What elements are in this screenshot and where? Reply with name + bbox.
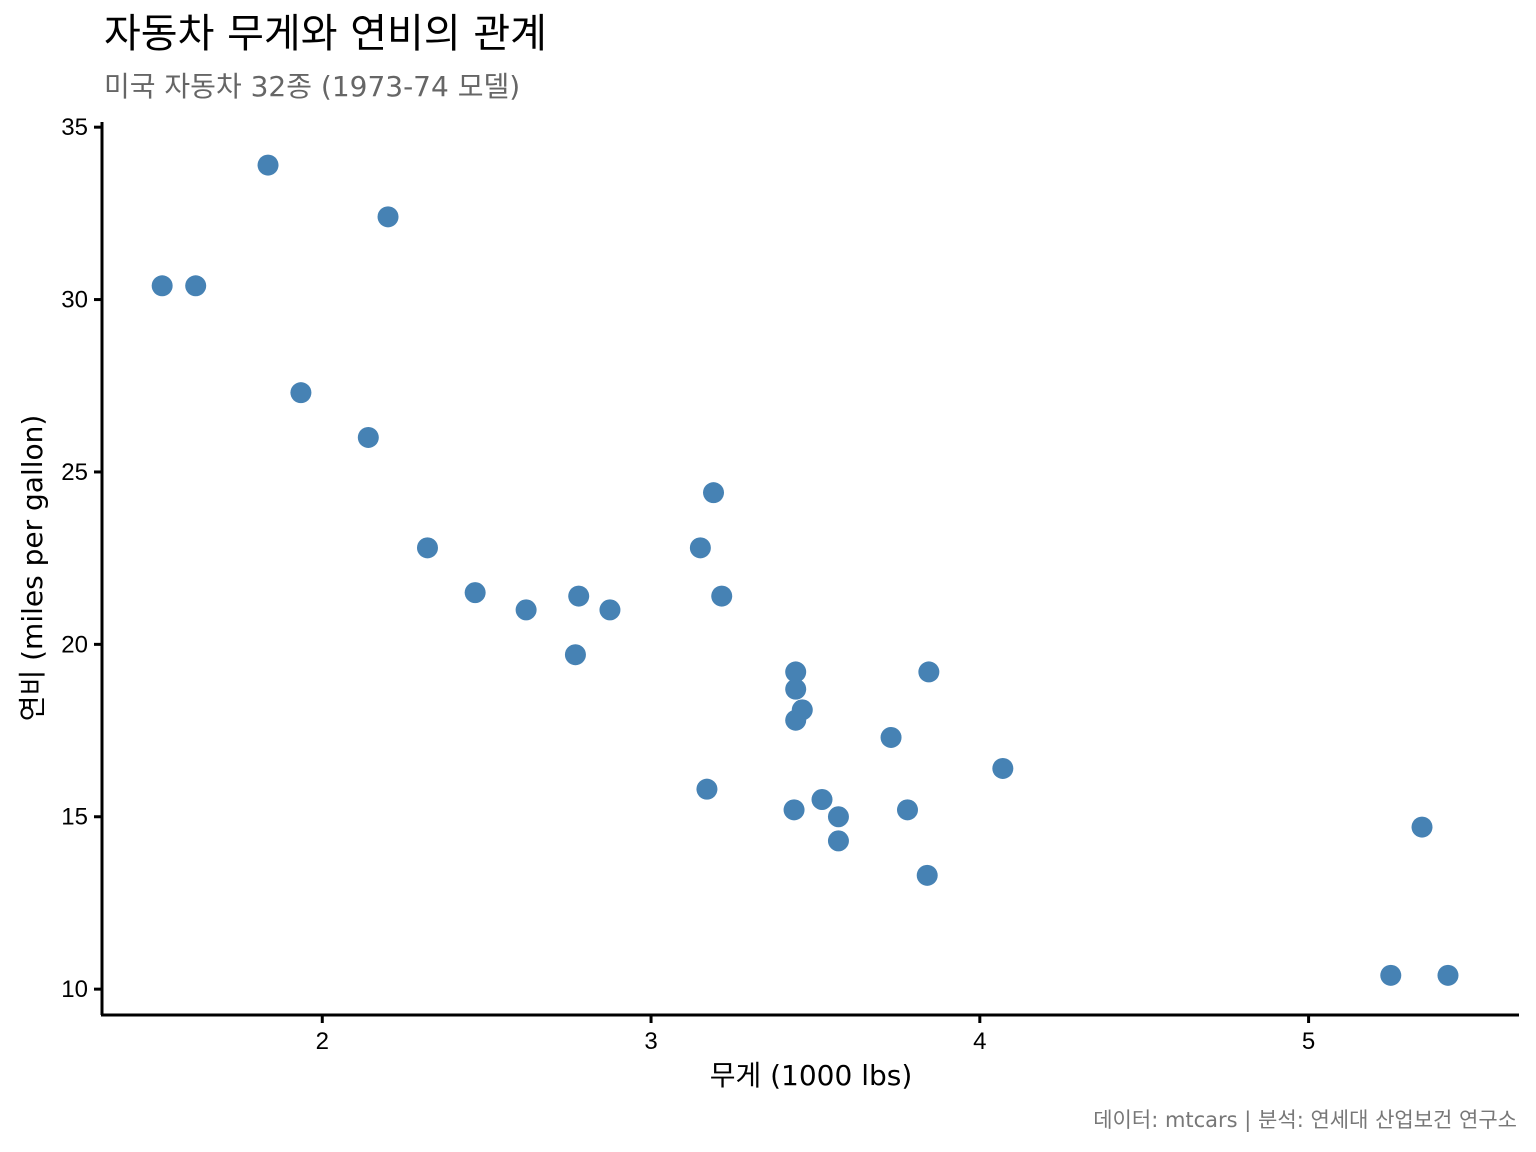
data-point xyxy=(257,154,279,176)
x-tick-label: 4 xyxy=(973,1028,986,1055)
data-point xyxy=(785,709,807,731)
data-point xyxy=(377,206,399,228)
data-point xyxy=(703,482,725,504)
data-point xyxy=(416,537,438,559)
data-point xyxy=(1380,964,1402,986)
y-tick-label: 10 xyxy=(61,976,88,1003)
x-tick-label: 5 xyxy=(1302,1028,1315,1055)
data-point xyxy=(357,426,379,448)
data-point xyxy=(896,799,918,821)
chart-subtitle: 미국 자동차 32종 (1973-74 모델) xyxy=(104,70,520,103)
data-point xyxy=(827,806,849,828)
data-point xyxy=(916,864,938,886)
data-point xyxy=(515,599,537,621)
x-axis: 2 3 4 5 xyxy=(101,1013,1519,1055)
data-point xyxy=(185,275,207,297)
data-point xyxy=(568,585,590,607)
chart-title: 자동차 무게와 연비의 관계 xyxy=(104,11,547,57)
data-point xyxy=(811,789,833,811)
data-point xyxy=(827,830,849,852)
data-point xyxy=(785,678,807,700)
x-tick-label: 2 xyxy=(316,1028,329,1055)
data-point xyxy=(599,599,621,621)
data-point xyxy=(696,778,718,800)
data-point xyxy=(785,661,807,683)
data-point xyxy=(1411,816,1433,838)
data-point xyxy=(151,275,173,297)
y-tick-label: 15 xyxy=(61,804,88,831)
data-point xyxy=(689,537,711,559)
y-tick-label: 20 xyxy=(61,631,88,658)
data-point xyxy=(1437,964,1459,986)
y-tick-label: 25 xyxy=(61,459,88,486)
chart-caption: 데이터: mtcars | 분석: 연세대 산업보건 연구소 xyxy=(1093,1108,1517,1133)
x-axis-title: 무게 (1000 lbs) xyxy=(710,1059,913,1092)
data-point xyxy=(464,582,486,604)
y-axis-title: 연비 (miles per gallon) xyxy=(16,415,49,722)
data-point xyxy=(783,799,805,821)
points-layer xyxy=(151,154,1459,986)
data-point xyxy=(880,726,902,748)
x-tick-label: 3 xyxy=(644,1028,657,1055)
y-axis: 10 15 20 25 30 35 xyxy=(61,114,104,1015)
data-point xyxy=(564,644,586,666)
y-tick-label: 30 xyxy=(61,287,88,314)
data-point xyxy=(992,757,1014,779)
data-point xyxy=(918,661,940,683)
data-point xyxy=(290,382,312,404)
data-point xyxy=(711,585,733,607)
y-tick-label: 35 xyxy=(61,114,88,141)
